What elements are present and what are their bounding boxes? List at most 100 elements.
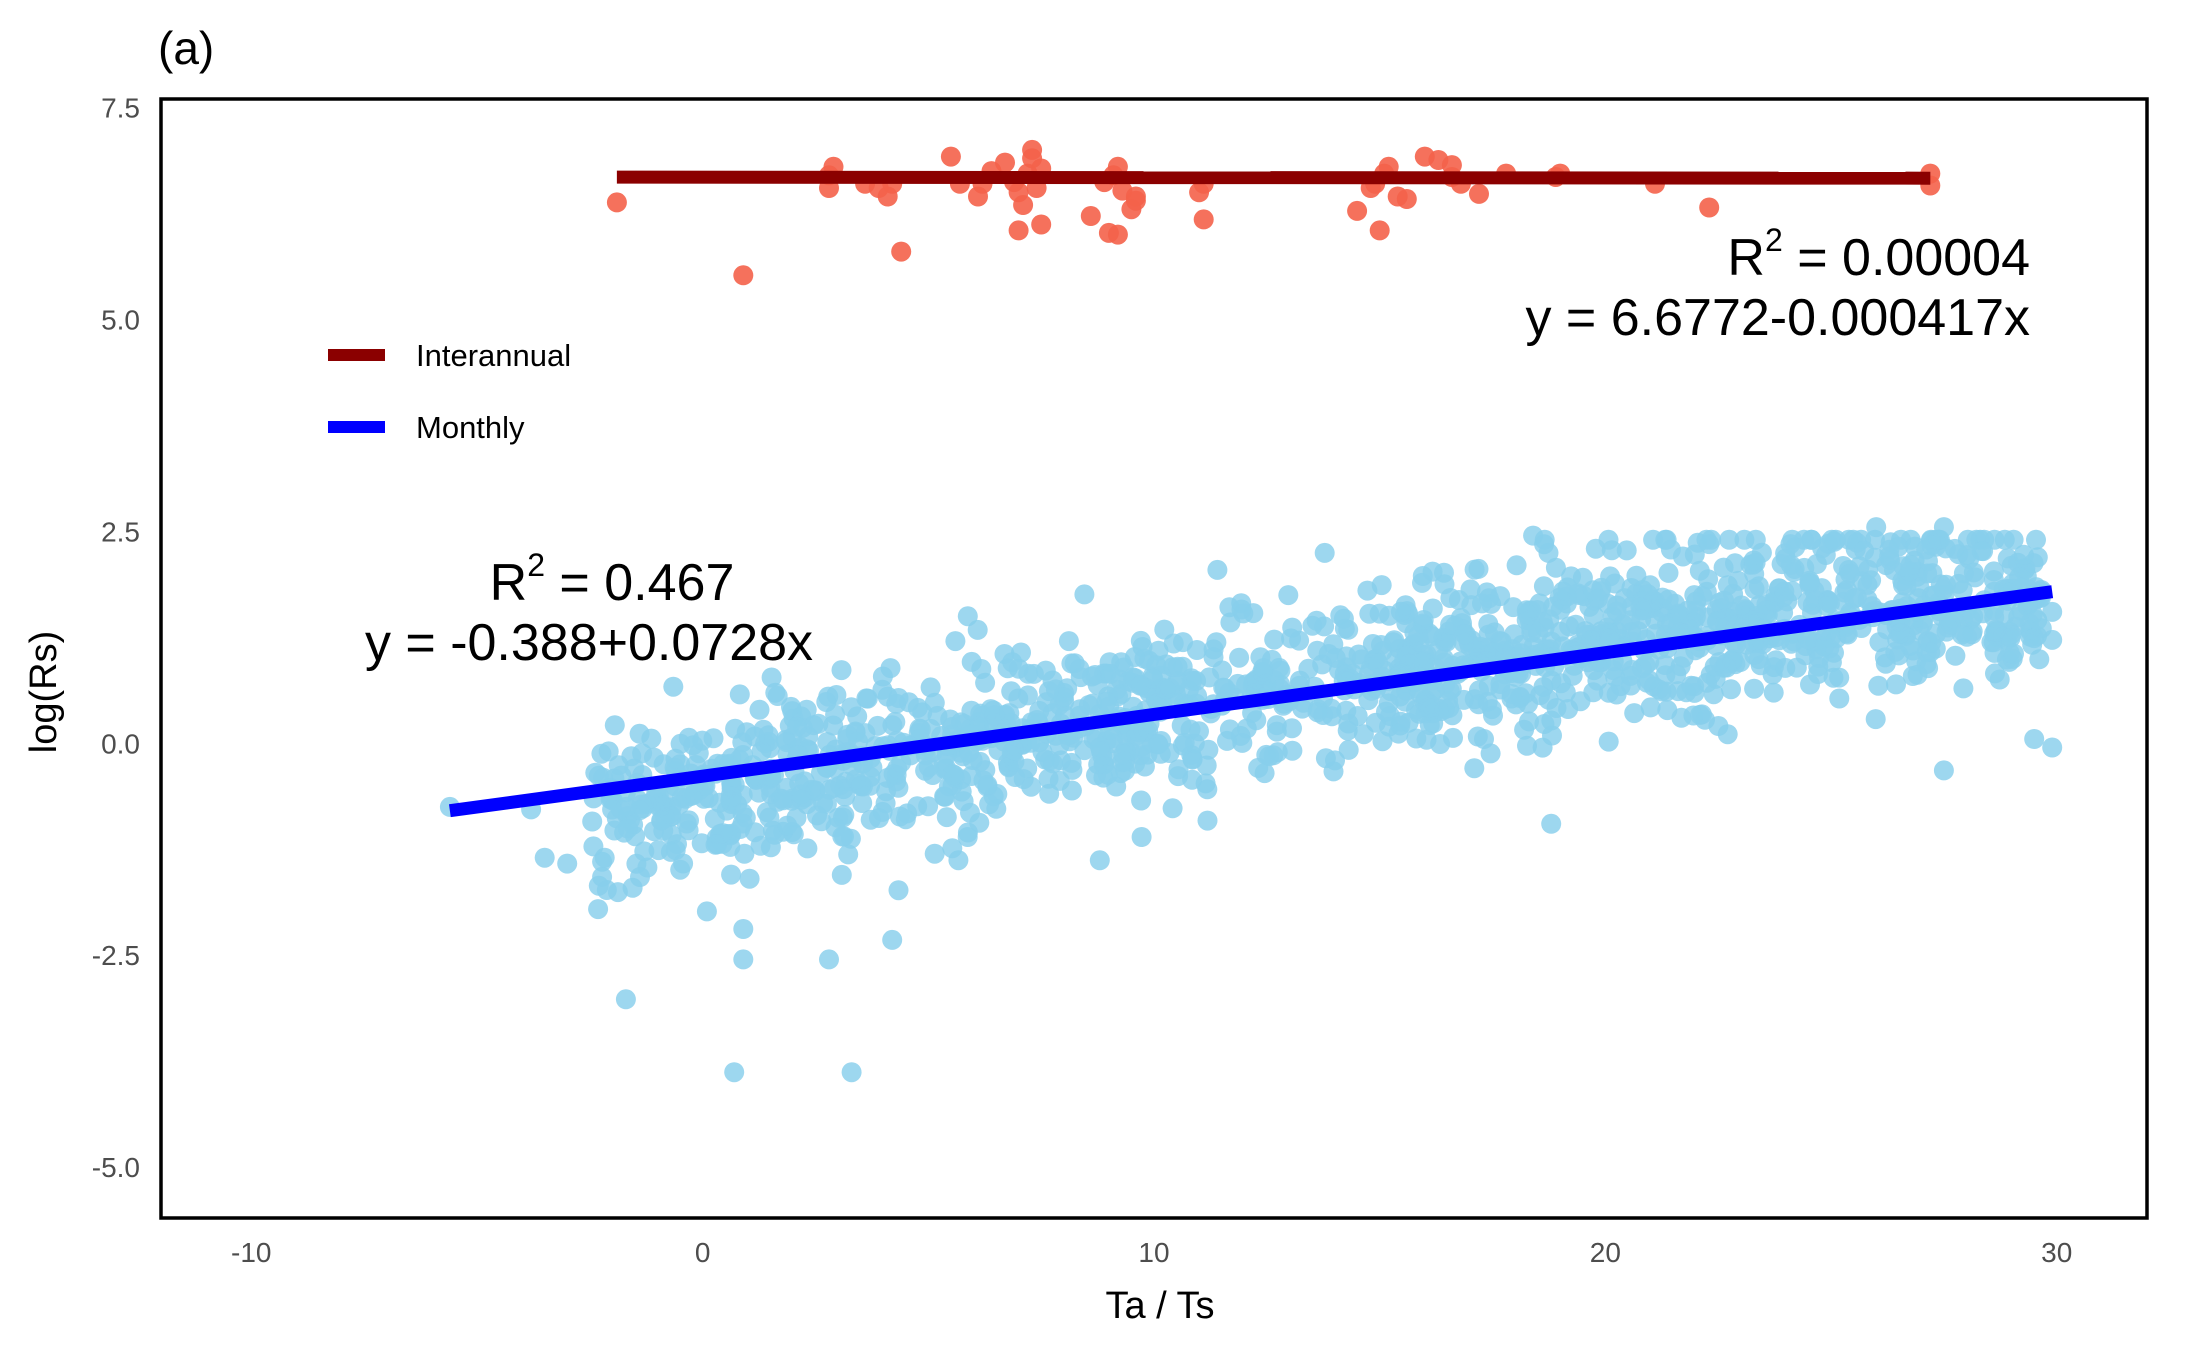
monthly-point: [632, 743, 653, 764]
monthly-point: [817, 732, 838, 752]
monthly-point: [1550, 599, 1571, 620]
monthly-point: [661, 825, 682, 846]
monthly-point: [1721, 679, 1741, 700]
interannual-point: [1125, 190, 1146, 211]
monthly-point: [1957, 626, 1977, 647]
monthly-point: [1538, 689, 1559, 710]
monthly-point: [1058, 631, 1079, 652]
monthly-point: [1854, 540, 1875, 561]
monthly-point: [1921, 632, 1942, 653]
monthly-point: [1583, 605, 1604, 626]
monthly-point: [1172, 735, 1193, 756]
monthly-point: [2013, 544, 2034, 565]
monthly-point: [1703, 684, 1724, 705]
monthly-point: [1868, 675, 1889, 696]
monthly-point: [1657, 700, 1678, 721]
monthly-point: [1472, 593, 1492, 614]
monthly-point: [936, 807, 957, 828]
monthly-point: [1219, 597, 1240, 618]
interannual-point: [1469, 183, 1489, 204]
monthly-point: [1616, 540, 1637, 561]
monthly-point: [1323, 761, 1344, 782]
monthly-point: [808, 713, 829, 734]
monthly-point: [1307, 702, 1328, 723]
monthly-point: [857, 688, 878, 709]
monthly-point: [1248, 757, 1269, 778]
monthly-point: [1480, 743, 1501, 764]
monthly-point: [631, 794, 652, 815]
monthly-point: [725, 718, 746, 739]
monthly-point: [1683, 612, 1704, 633]
monthly-point: [1333, 608, 1354, 629]
monthly-point: [1130, 675, 1151, 696]
monthly-point: [1003, 740, 1024, 761]
monthly-point: [557, 853, 578, 874]
monthly-point: [1090, 737, 1110, 758]
monthly-point: [739, 868, 760, 889]
monthly-point: [615, 989, 636, 1010]
monthly-point: [758, 725, 779, 746]
monthly-point: [1748, 649, 1769, 670]
monthly-point: [1089, 850, 1110, 871]
monthly-point: [1558, 699, 1579, 719]
monthly-point: [953, 791, 974, 812]
monthly-point: [1622, 659, 1642, 680]
monthly-point: [1866, 517, 1887, 538]
monthly-point: [588, 899, 609, 920]
monthly-point: [1306, 610, 1327, 631]
y-tick-label: 5.0: [101, 304, 140, 335]
monthly-point: [1806, 554, 1827, 574]
monthly-point: [2024, 628, 2045, 649]
monthly-point: [1408, 625, 1429, 646]
monthly-point: [791, 784, 812, 805]
monthly-point: [1348, 644, 1369, 665]
monthly-point: [1775, 657, 1796, 678]
monthly-point: [1017, 685, 1038, 706]
monthly-point: [1814, 636, 1835, 657]
monthly-point: [604, 715, 625, 736]
monthly-point: [1628, 621, 1649, 642]
monthly-point: [1371, 575, 1392, 596]
monthly-point: [2042, 737, 2063, 758]
monthly-annotation: R2 = 0.467 y = -0.388+0.0728x: [365, 547, 813, 672]
monthly-point: [1699, 534, 1720, 555]
monthly-point: [1013, 769, 1034, 790]
monthly-fit-line: [448, 585, 2054, 818]
monthly-point: [1023, 663, 1044, 684]
interannual-point: [1080, 206, 1101, 226]
monthly-point: [1692, 586, 1713, 607]
monthly-point: [877, 767, 898, 788]
monthly-point: [1368, 653, 1389, 674]
monthly-point: [1604, 573, 1625, 594]
monthly-point: [787, 716, 808, 737]
monthly-point: [1490, 586, 1511, 607]
monthly-point: [1725, 553, 1745, 574]
monthly-point: [1440, 588, 1461, 608]
monthly-point: [651, 810, 672, 831]
monthly-point: [1716, 653, 1736, 674]
monthly-point: [1640, 697, 1661, 718]
monthly-point: [2042, 601, 2063, 622]
monthly-point: [1155, 679, 1176, 700]
monthly-point: [1464, 758, 1485, 779]
monthly-point: [1061, 780, 1082, 801]
monthly-point: [1464, 559, 1485, 580]
monthly-point: [912, 702, 933, 723]
panel-label: (a): [158, 22, 214, 74]
monthly-point: [1689, 560, 1710, 581]
monthly-point: [594, 847, 615, 868]
interannual-annotation: R2 = 0.00004 y = 6.6772-0.000417x: [1525, 222, 2030, 347]
monthly-point: [1484, 622, 1505, 643]
legend-label-interannual: Interannual: [416, 338, 571, 373]
monthly-point: [1891, 623, 1912, 644]
monthly-point: [957, 827, 978, 847]
interannual-point: [1699, 197, 1720, 218]
interannual-r2-label: R2 = 0.00004: [1727, 222, 2030, 287]
monthly-point: [961, 766, 982, 786]
legend: Interannual Monthly: [328, 338, 571, 445]
monthly-point: [957, 606, 978, 627]
monthly-point: [823, 715, 844, 736]
monthly-point: [2004, 643, 2024, 664]
monthly-point: [999, 703, 1020, 724]
